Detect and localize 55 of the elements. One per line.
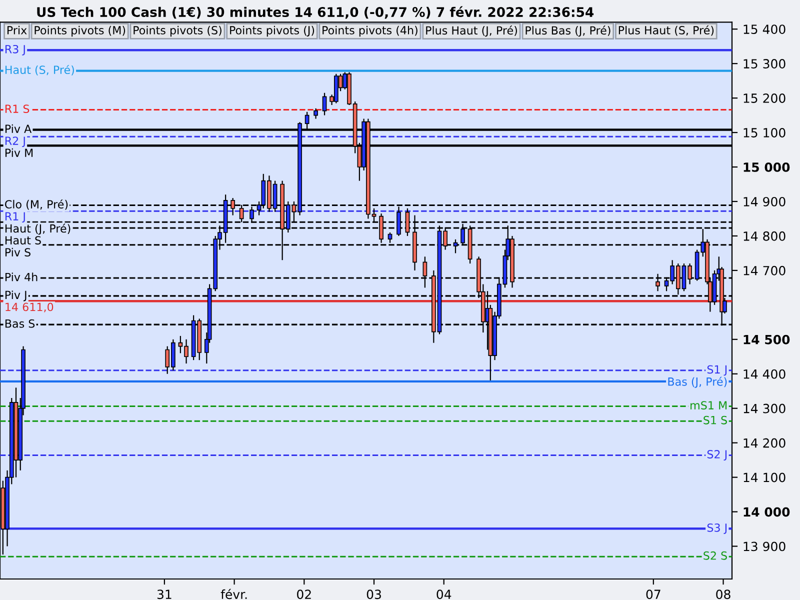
candlestick <box>314 108 318 120</box>
ref-line-label: R1 S <box>5 104 30 113</box>
ref-line-label: Haut (S, Pré) <box>5 64 74 76</box>
y-tick-label: 14 500 <box>744 334 790 344</box>
y-tick-label: 13 900 <box>744 542 786 552</box>
ref-line-label: Piv M <box>5 148 33 157</box>
annotation: Points pivots (J) <box>230 26 314 37</box>
y-tick-label: 14 900 <box>744 196 786 206</box>
y-tick-label: 14 300 <box>744 404 786 414</box>
annotation: Prix <box>7 26 27 34</box>
ref-line-label: Piv J <box>5 290 26 302</box>
y-tick-label: 14 400 <box>744 369 786 379</box>
ref-line-label: S2 S <box>704 551 727 560</box>
ref-line-label: Haut (J, Pré) <box>5 224 70 235</box>
annotation: Plus Bas (J, Pré) <box>526 26 610 37</box>
y-tick-label: 15 100 <box>744 128 786 138</box>
ref-line-label: Bas S <box>5 319 35 328</box>
ref-line-label: S1 J <box>707 365 727 376</box>
ref-line-label: S2 J <box>707 450 727 461</box>
ref-line-label: Clo (M, Pré) <box>5 199 68 210</box>
ref-line-label: R2 J <box>5 136 25 148</box>
ref-line-label: Piv 4h <box>5 272 38 282</box>
candlestick <box>322 92 327 116</box>
ref-line-label: mS1 M <box>690 401 727 410</box>
ref-line-label: 14 611,0 <box>6 302 54 312</box>
x-tick-label: 07 <box>646 590 660 600</box>
y-tick-label: 14 700 <box>744 266 786 276</box>
y-tick-label: 14 200 <box>744 438 786 448</box>
y-tick-label: 15 200 <box>744 94 786 103</box>
x-tick-label: 31 <box>157 590 172 600</box>
y-tick-label: 14 000 <box>744 507 790 517</box>
y-tick-label: 15 400 <box>744 24 786 34</box>
ref-line-label: S1 S <box>704 416 727 424</box>
ref-line-label: Piv A <box>5 124 32 133</box>
annotation: Plus Haut (J, Pré) <box>426 26 517 37</box>
annotation: Plus Haut (S, Pré) <box>618 25 714 36</box>
y-tick-label: 14 100 <box>744 472 786 482</box>
annotation: Points pivots (4h) <box>322 26 418 37</box>
y-tick-label: 14 800 <box>744 231 786 241</box>
annotation: Points pivots (S) <box>134 26 222 37</box>
annotation: Points pivots (M) <box>34 26 126 37</box>
ref-line-label: Haut S <box>5 236 41 244</box>
y-tick-label: 15 300 <box>744 59 786 68</box>
ref-line-label: S3 J <box>707 523 727 534</box>
ref-line-label: R3 J <box>5 44 25 56</box>
x-tick-label: 02 <box>297 590 311 600</box>
chart-title: US Tech 100 Cash (1€) 30 minutes 14 611,0 (-0,77 %) 7 févr. 2022 22:36:54 <box>37 6 594 19</box>
ref-line-label: Piv S <box>5 248 30 256</box>
x-tick-label: 04 <box>436 590 452 600</box>
ref-line-label: Bas (J, Pré) <box>668 376 727 388</box>
x-tick-label: févr. <box>220 588 247 600</box>
x-tick-label: 03 <box>366 590 381 600</box>
x-tick-label: 08 <box>716 590 730 600</box>
ref-line-label: R1 J <box>5 212 25 223</box>
y-tick-label: 15 000 <box>744 162 790 172</box>
